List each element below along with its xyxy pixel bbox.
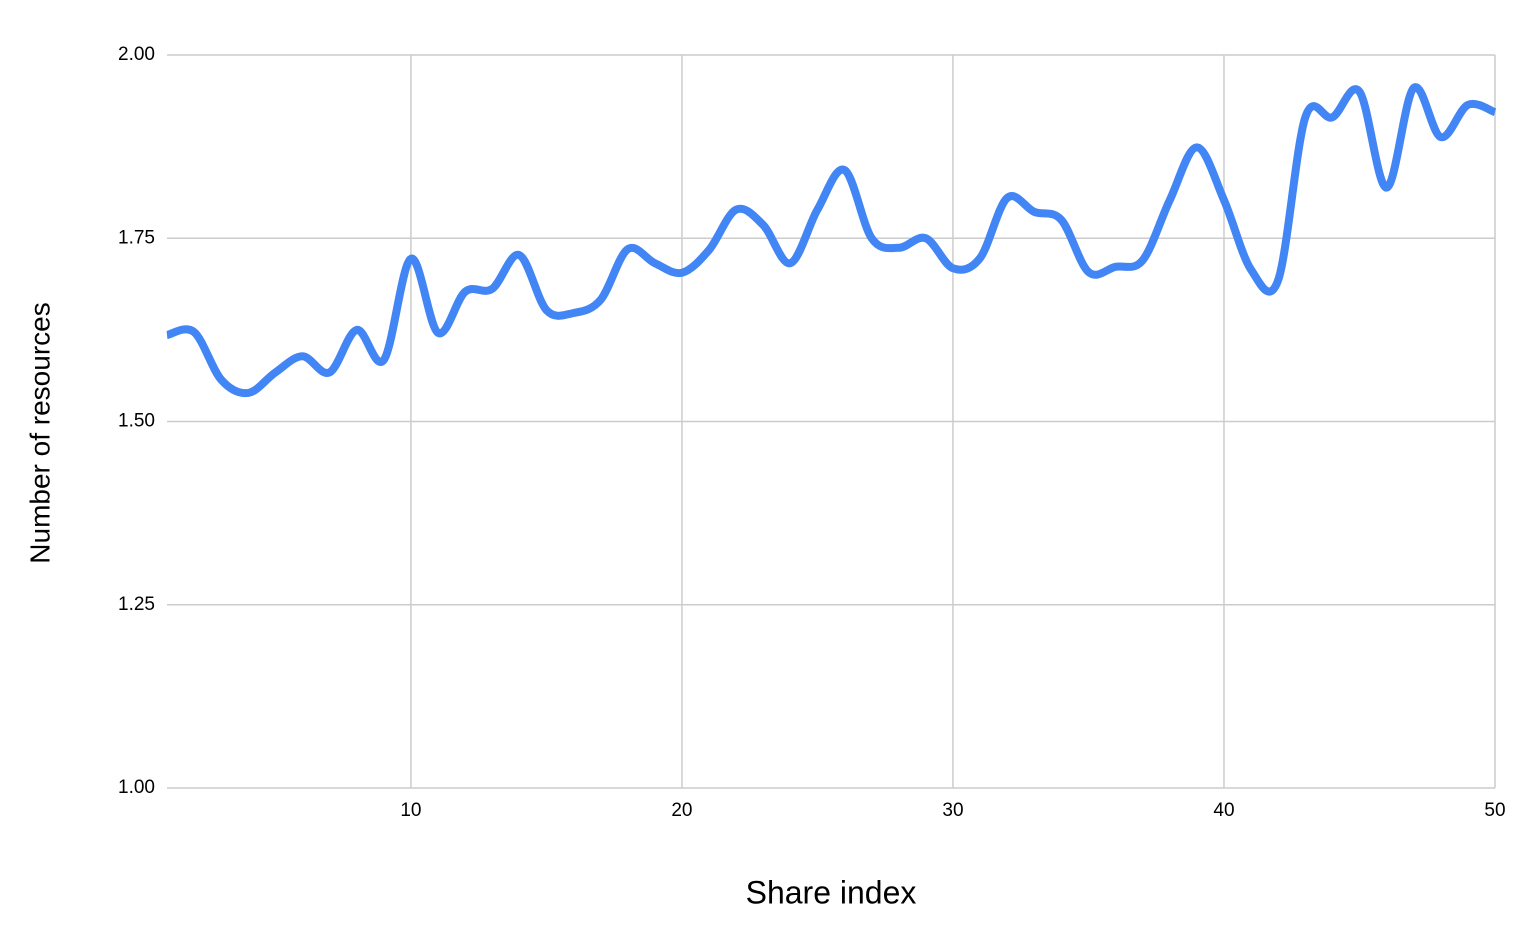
x-tick-label: 40 bbox=[1213, 800, 1234, 821]
y-tick-label: 2.00 bbox=[118, 44, 155, 65]
data-line bbox=[165, 83, 1497, 398]
y-tick-label: 1.00 bbox=[118, 777, 155, 798]
y-tick-label: 1.50 bbox=[118, 411, 155, 432]
x-tick-label: 20 bbox=[671, 800, 692, 821]
y-tick-label: 1.75 bbox=[118, 227, 155, 248]
y-tick-label: 1.25 bbox=[118, 594, 155, 615]
y-axis-title: Number of resources bbox=[24, 302, 55, 563]
x-tick-label: 30 bbox=[942, 800, 963, 821]
x-axis-title: Share index bbox=[746, 874, 917, 910]
x-tick-label: 50 bbox=[1484, 800, 1505, 821]
x-tick-label: 10 bbox=[400, 800, 421, 821]
